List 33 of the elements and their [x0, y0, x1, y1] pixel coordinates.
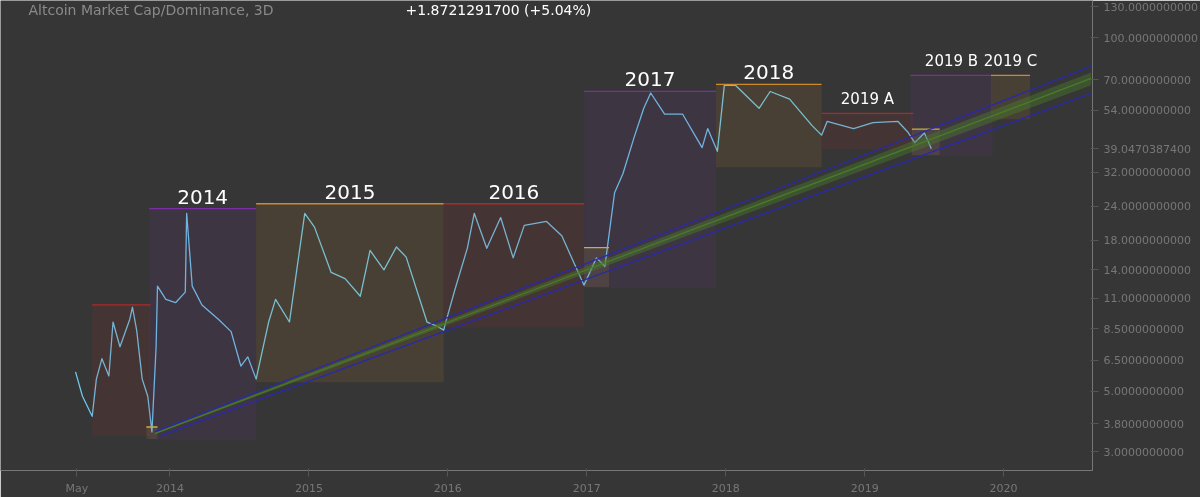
x-tick-label: 2018 — [711, 481, 740, 495]
y-tick-label: 14.0000000000 — [1103, 263, 1191, 277]
x-tick-label: May — [65, 481, 89, 495]
y-tick-label: 3.0000000000 — [1103, 445, 1184, 459]
y-tick-label: 39.0470387400 — [1103, 142, 1191, 156]
y-tick-label: 24.0000000000 — [1103, 200, 1191, 214]
x-tick-label: 2019 — [850, 481, 879, 495]
x-tick-label: 2015 — [294, 481, 323, 495]
y-tick-label: 32.0000000000 — [1103, 166, 1191, 180]
y-tick-label: 130.0000000000 — [1103, 0, 1198, 14]
series-label: 2019 B — [924, 52, 979, 71]
y-tick-label: 18.0000000000 — [1103, 234, 1191, 248]
x-tick-label: 2020 — [989, 481, 1018, 495]
y-tick-label: 8.5000000000 — [1103, 322, 1184, 336]
series-label: 2019 C — [983, 52, 1038, 71]
series-label: 2018 — [743, 60, 795, 85]
x-tick-label: 2017 — [572, 481, 601, 495]
y-tick-label: 5.0000000000 — [1103, 385, 1184, 399]
chart-title: Altcoin Market Cap/Dominance, 3D — [28, 1, 274, 18]
x-tick-label: 2016 — [433, 481, 462, 495]
x-tick-label: 2014 — [156, 481, 184, 495]
series-label: 2014 — [177, 184, 229, 209]
chart-subtitle: +1.8721291700 (+5.04%) — [405, 1, 592, 18]
y-tick-label: 3.8000000000 — [1103, 417, 1184, 431]
y-tick-label: 6.5000000000 — [1103, 354, 1184, 368]
series-label: 2015 — [324, 179, 376, 204]
y-tick-label: 11.0000000000 — [1103, 292, 1191, 306]
y-tick-label: 70.0000000000 — [1103, 73, 1191, 87]
series-label: 2017 — [624, 67, 676, 92]
y-tick-label: 54.0000000000 — [1103, 104, 1191, 118]
series-label: 2016 — [488, 179, 540, 204]
y-tick-label: 100.0000000000 — [1103, 31, 1198, 45]
series-label: 2019 A — [840, 90, 895, 109]
